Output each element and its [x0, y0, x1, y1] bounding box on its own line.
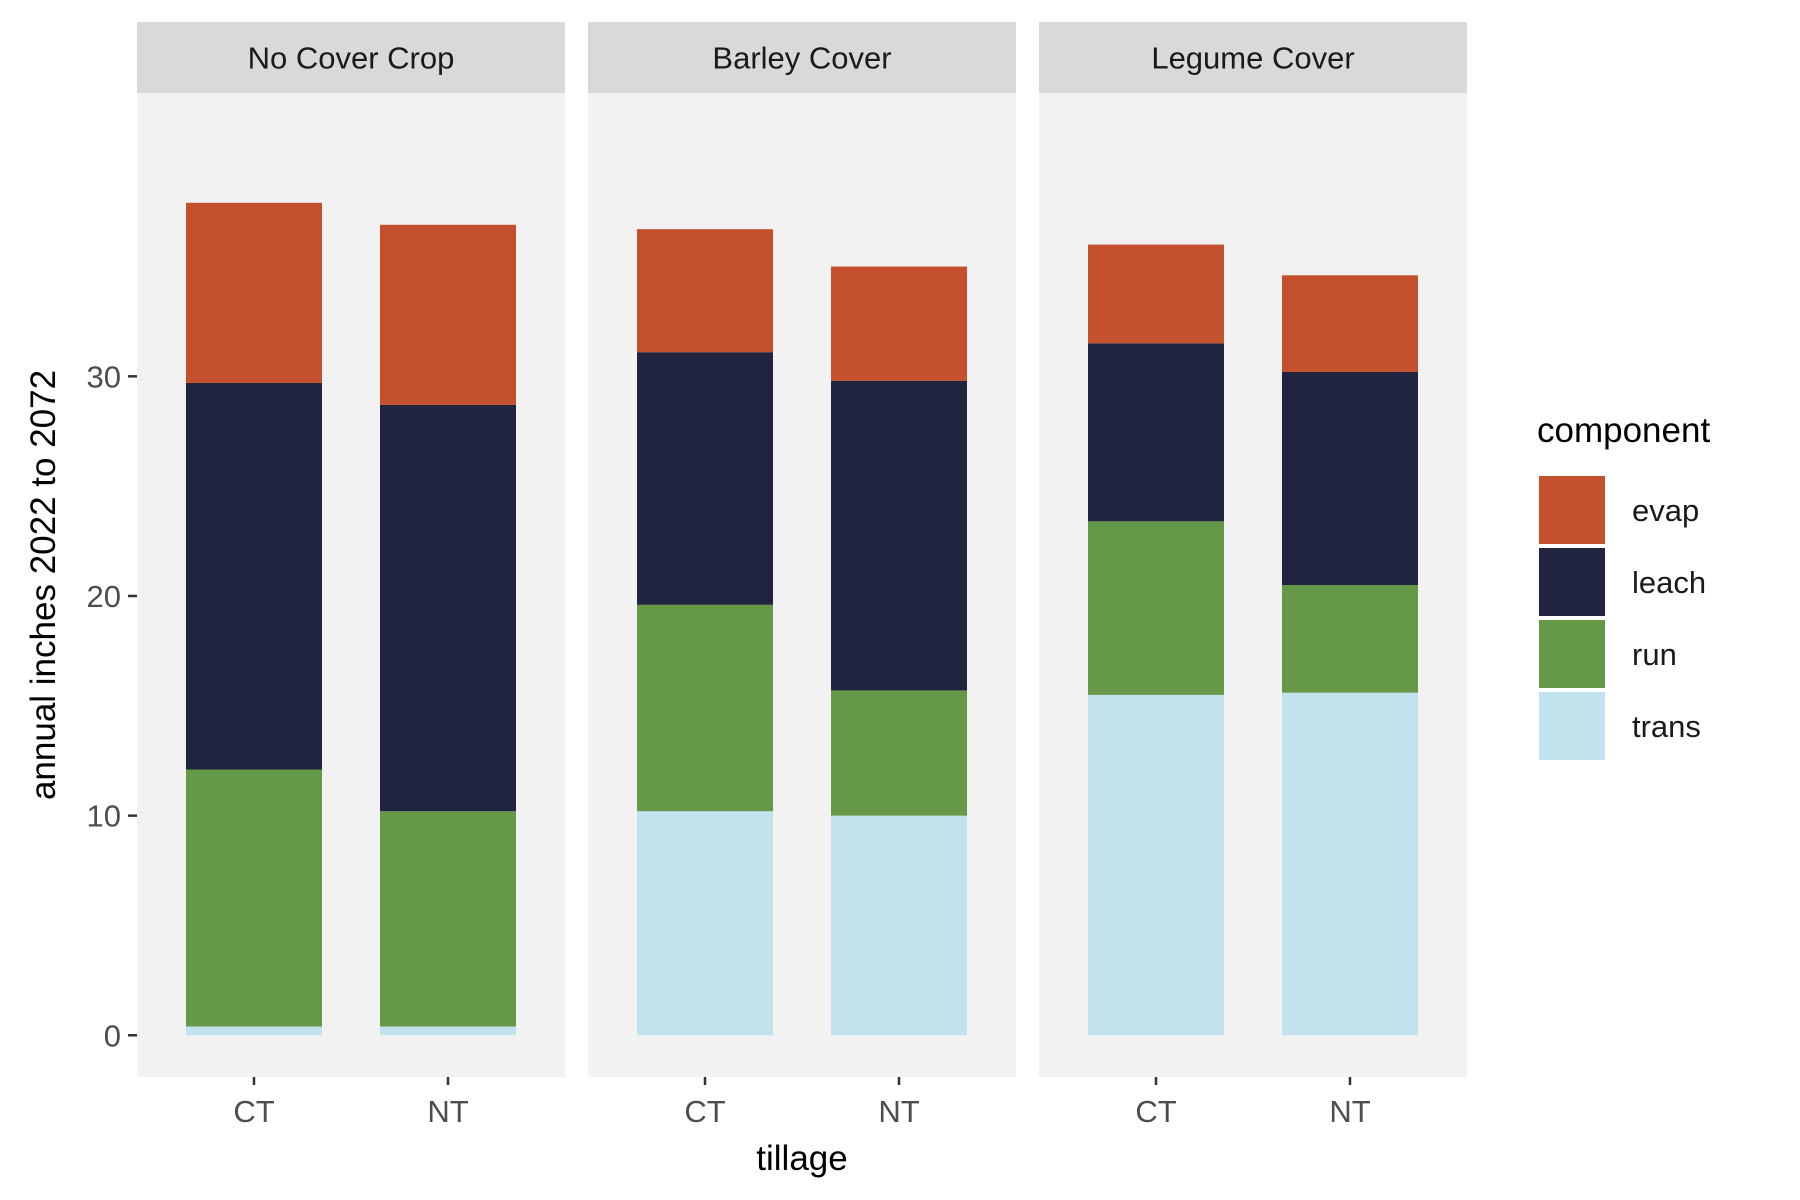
legend-label: evap	[1632, 493, 1699, 528]
y-axis: 0 10 20 30	[87, 359, 137, 1053]
bar-segment-trans	[831, 815, 967, 1036]
facet-panel: Legume Cover CT NT	[1039, 22, 1467, 1129]
bar-segment-evap	[1282, 275, 1418, 372]
bar-segment-leach	[1282, 371, 1418, 585]
bar-segment-run	[831, 690, 967, 816]
bar-segment-run	[1088, 521, 1224, 695]
legend-key-run	[1537, 618, 1607, 690]
bar-segment-evap	[380, 224, 516, 405]
y-tick-label: 20	[87, 579, 121, 614]
facet-strip	[137, 22, 565, 93]
y-tick-label: 10	[87, 799, 121, 834]
facet-panel: Barley Cover CT NT	[588, 22, 1016, 1129]
bar-segment-run	[186, 769, 322, 1027]
legend-key-trans	[1537, 690, 1607, 762]
bar-segment-trans	[1088, 694, 1224, 1036]
legend-title: component	[1537, 411, 1710, 450]
bar-segment-evap	[831, 266, 967, 381]
legend-label: leach	[1632, 565, 1706, 600]
bar-segment-run	[380, 811, 516, 1027]
bar-segment-leach	[831, 380, 967, 691]
legend-label: trans	[1632, 709, 1701, 744]
facet-strip	[588, 22, 1016, 93]
x-tick-label: CT	[233, 1094, 274, 1129]
legend-key-evap	[1537, 474, 1607, 546]
bar-segment-run	[637, 604, 773, 812]
bar-segment-evap	[637, 229, 773, 353]
x-tick-label: NT	[1329, 1094, 1370, 1129]
facet-strip-label: No Cover Crop	[248, 41, 455, 76]
facet-strip	[1039, 22, 1467, 93]
legend: component evap leach run trans	[1537, 411, 1710, 762]
bar-segment-leach	[380, 404, 516, 812]
bar-segment-leach	[186, 382, 322, 770]
facet-strip-label: Barley Cover	[712, 41, 891, 76]
facet-strip-label: Legume Cover	[1151, 41, 1354, 76]
bar-segment-run	[1282, 585, 1418, 693]
y-tick-label: 30	[87, 359, 121, 394]
bar-segment-evap	[186, 202, 322, 383]
x-axis-title: tillage	[756, 1139, 847, 1178]
legend-key-leach	[1537, 546, 1607, 618]
y-axis-title: annual inches 2022 to 2072	[24, 370, 63, 800]
bar-segment-leach	[637, 352, 773, 605]
bar-segment-trans	[380, 1026, 516, 1036]
legend-label: run	[1632, 637, 1677, 672]
y-tick-label: 0	[104, 1018, 121, 1053]
bar-segment-evap	[1088, 244, 1224, 344]
bar-segment-trans	[1282, 692, 1418, 1036]
x-tick-label: NT	[427, 1094, 468, 1129]
x-tick-label: CT	[1135, 1094, 1176, 1129]
x-tick-label: CT	[684, 1094, 725, 1129]
x-tick-label: NT	[878, 1094, 919, 1129]
facet-panel: No Cover Crop CT NT	[137, 22, 565, 1129]
bar-segment-trans	[637, 811, 773, 1036]
bar-segment-trans	[186, 1026, 322, 1036]
bar-segment-leach	[1088, 343, 1224, 522]
